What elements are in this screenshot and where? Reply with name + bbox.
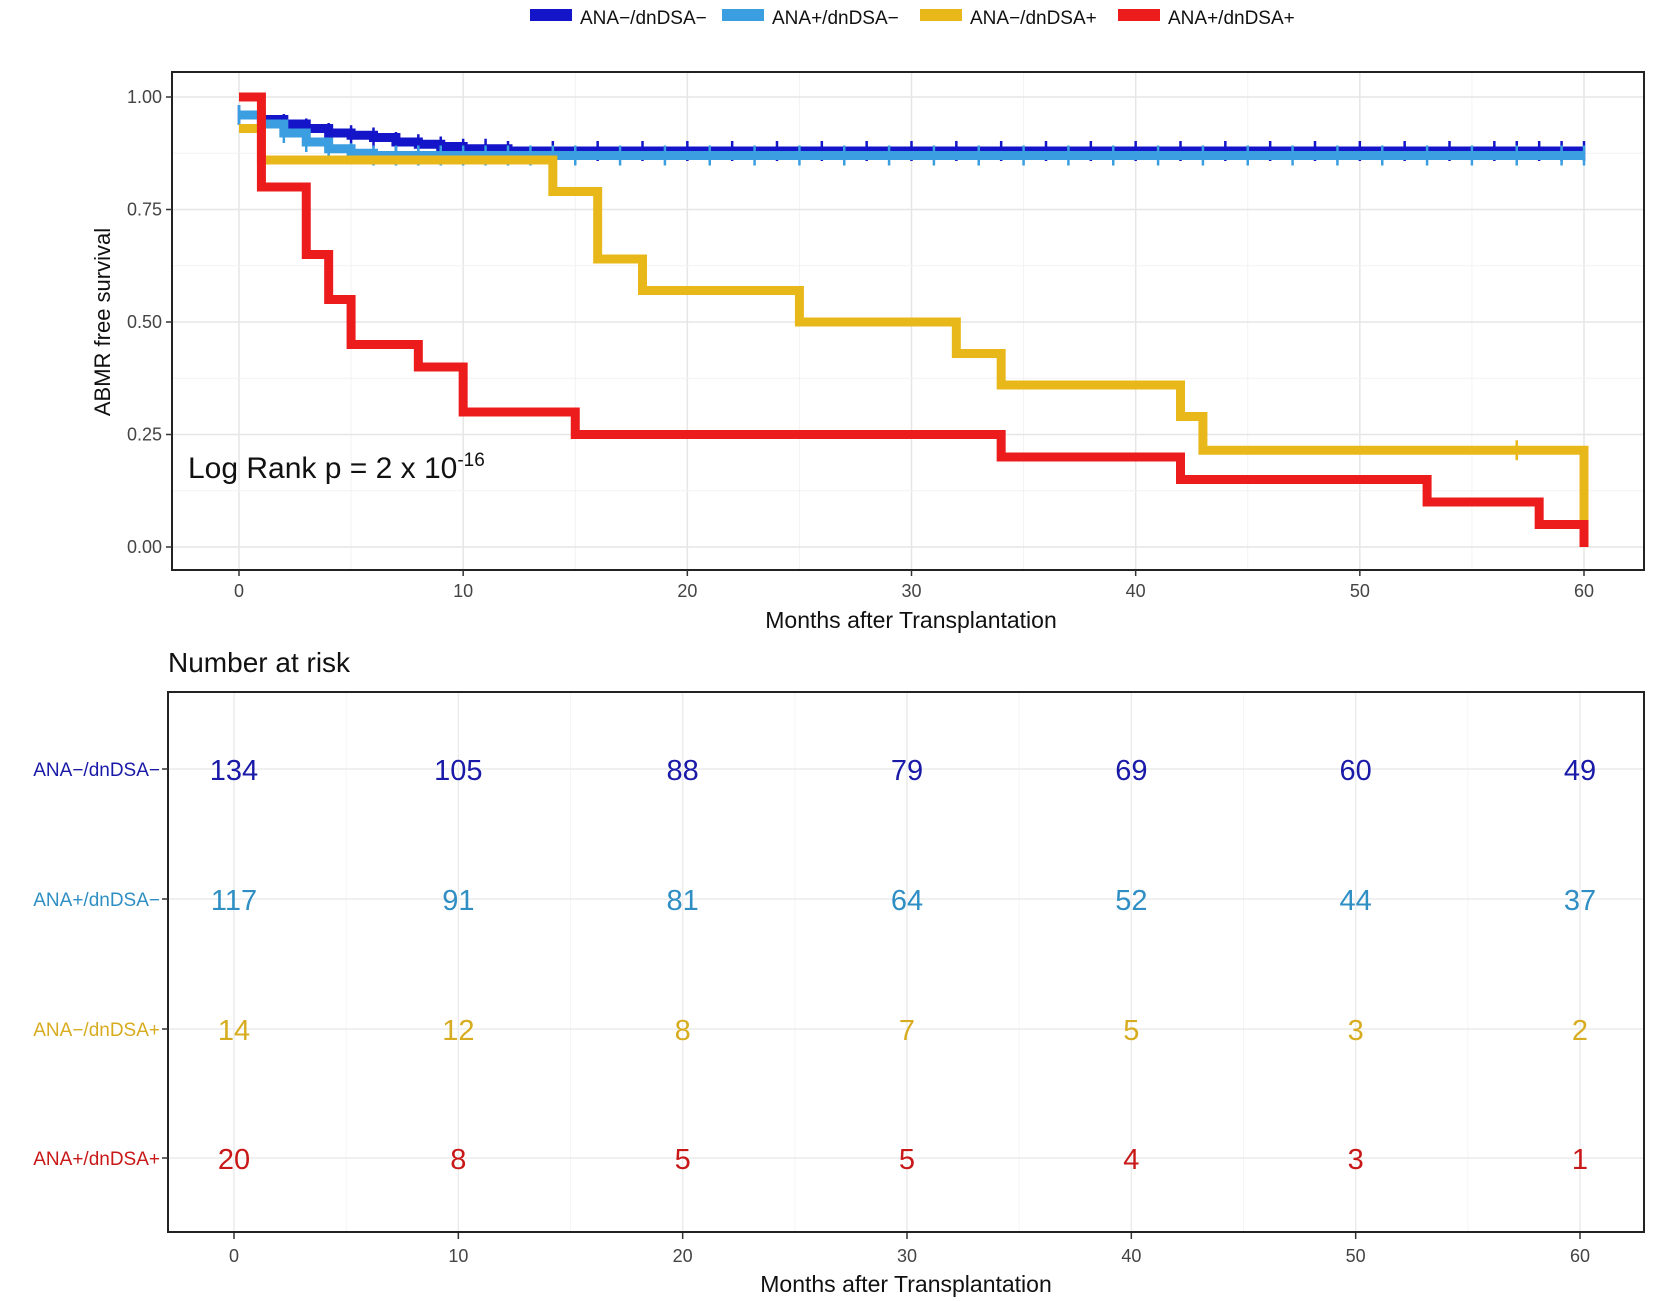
legend-swatch-ana-plus-dndsa-minus — [722, 9, 764, 21]
risk-count: 88 — [667, 755, 699, 787]
risk-count: 20 — [218, 1144, 250, 1176]
survival-y-tick-label: 0.00 — [127, 537, 162, 557]
survival-x-tick-label: 10 — [453, 581, 473, 601]
risk-row-label: ANA−/dnDSA− — [33, 760, 160, 781]
survival-x-tick-label: 0 — [234, 581, 244, 601]
log-rank-exponent: -16 — [457, 450, 484, 471]
risk-count: 8 — [675, 1015, 691, 1047]
risk-count: 37 — [1564, 885, 1596, 917]
risk-table-x-tick-label: 40 — [1121, 1246, 1141, 1266]
legend-label-ana-minus-dndsa-plus: ANA−/dnDSA+ — [970, 8, 1097, 29]
risk-count: 5 — [675, 1144, 691, 1176]
risk-count: 8 — [450, 1144, 466, 1176]
legend-label-ana-plus-dndsa-minus: ANA+/dnDSA− — [772, 8, 899, 29]
survival-x-tick-label: 40 — [1126, 581, 1146, 601]
survival-y-tick-label: 0.50 — [127, 312, 162, 332]
risk-table-title: Number at risk — [168, 647, 351, 678]
risk-count: 12 — [442, 1015, 474, 1047]
risk-count: 64 — [891, 885, 923, 917]
risk-count: 14 — [218, 1015, 250, 1047]
survival-x-tick-label: 50 — [1350, 581, 1370, 601]
survival-x-tick-label: 20 — [677, 581, 697, 601]
risk-table-x-axis: 0 10 20 30 40 50 60 — [229, 1233, 1590, 1266]
risk-count: 5 — [899, 1144, 915, 1176]
risk-row-label: ANA+/dnDSA− — [33, 890, 160, 911]
risk-count: 2 — [1572, 1015, 1588, 1047]
legend-swatch-ana-plus-dndsa-plus — [1118, 9, 1160, 21]
log-rank-text: Log Rank p = 2 x 10 — [188, 452, 457, 485]
risk-table-border — [167, 691, 1645, 1233]
risk-count: 49 — [1564, 755, 1596, 787]
risk-count: 3 — [1348, 1144, 1364, 1176]
risk-count: 44 — [1340, 885, 1372, 917]
risk-row-ana-plus-dndsa-plus: ANA+/dnDSA+ 20 8 5 5 4 3 1 — [33, 1144, 1588, 1176]
risk-table-x-tick-label: 20 — [673, 1246, 693, 1266]
legend: ANA−/dnDSA− ANA+/dnDSA− ANA−/dnDSA+ ANA+/dn… — [530, 8, 1295, 29]
risk-count: 91 — [442, 885, 474, 917]
risk-row-label: ANA+/dnDSA+ — [33, 1149, 160, 1170]
risk-count: 69 — [1115, 755, 1147, 787]
risk-table-x-axis-label: Months after Transplantation — [760, 1271, 1052, 1297]
survival-y-tick-label: 0.75 — [127, 200, 162, 220]
risk-count: 117 — [211, 885, 257, 917]
series-ana-plus-dndsa-plus — [239, 92, 1589, 547]
risk-count: 4 — [1123, 1144, 1139, 1176]
survival-x-tick-label: 60 — [1574, 581, 1594, 601]
survival-curve-ana-plus-dndsa-plus — [239, 92, 1589, 547]
survival-y-tick-label: 0.25 — [127, 425, 162, 445]
risk-row-label: ANA−/dnDSA+ — [33, 1020, 160, 1041]
risk-count: 60 — [1340, 755, 1372, 787]
survival-x-axis: 0 10 20 30 40 50 60 — [234, 570, 1594, 601]
risk-table-x-tick-label: 30 — [897, 1246, 917, 1266]
risk-count: 7 — [899, 1015, 915, 1047]
risk-count: 52 — [1115, 885, 1147, 917]
risk-table-x-tick-label: 60 — [1570, 1246, 1590, 1266]
risk-count: 5 — [1123, 1015, 1139, 1047]
risk-row-ana-plus-dndsa-minus: ANA+/dnDSA− 117 91 81 64 52 44 37 — [33, 885, 1596, 917]
legend-swatch-ana-minus-dndsa-minus — [530, 9, 572, 21]
survival-y-tick-label: 1.00 — [127, 87, 162, 107]
legend-label-ana-plus-dndsa-plus: ANA+/dnDSA+ — [1168, 8, 1295, 29]
survival-y-axis: 0.00 0.25 0.50 0.75 1.00 — [127, 87, 172, 557]
risk-row-ana-minus-dndsa-minus: ANA−/dnDSA− 134 105 88 79 69 60 49 — [33, 755, 1596, 787]
legend-swatch-ana-minus-dndsa-plus — [920, 9, 962, 21]
survival-x-axis-label: Months after Transplantation — [765, 607, 1057, 633]
risk-count: 105 — [434, 755, 482, 787]
risk-table-x-tick-label: 50 — [1346, 1246, 1366, 1266]
risk-count: 3 — [1348, 1015, 1364, 1047]
survival-curve-ana-minus-dndsa-plus — [239, 124, 1589, 520]
risk-count: 79 — [891, 755, 923, 787]
risk-table-x-tick-label: 10 — [448, 1246, 468, 1266]
survival-series — [237, 92, 1589, 547]
risk-table: Number at risk ANA−/dnDSA− 134 105 88 79 69 60… — [33, 647, 1645, 1297]
risk-count: 134 — [210, 755, 258, 787]
survival-panel-border — [171, 71, 1645, 571]
risk-row-ana-minus-dndsa-plus: ANA−/dnDSA+ 14 12 8 7 5 3 2 — [33, 1015, 1588, 1047]
survival-x-tick-label: 30 — [901, 581, 921, 601]
legend-label-ana-minus-dndsa-minus: ANA−/dnDSA− — [580, 8, 707, 29]
risk-table-grid — [169, 693, 1643, 1231]
log-rank-annotation: Log Rank p = 2 x 10-16 — [188, 450, 485, 485]
survival-chart: 0 10 20 30 40 50 60 0.00 0.25 0.50 0.75 1.00 Month… — [90, 71, 1645, 633]
risk-count: 81 — [667, 885, 699, 917]
risk-table-x-tick-label: 0 — [229, 1246, 239, 1266]
series-ana-minus-dndsa-plus — [239, 124, 1589, 520]
survival-y-axis-label: ABMR free survival — [90, 228, 115, 416]
risk-count: 1 — [1572, 1144, 1588, 1176]
